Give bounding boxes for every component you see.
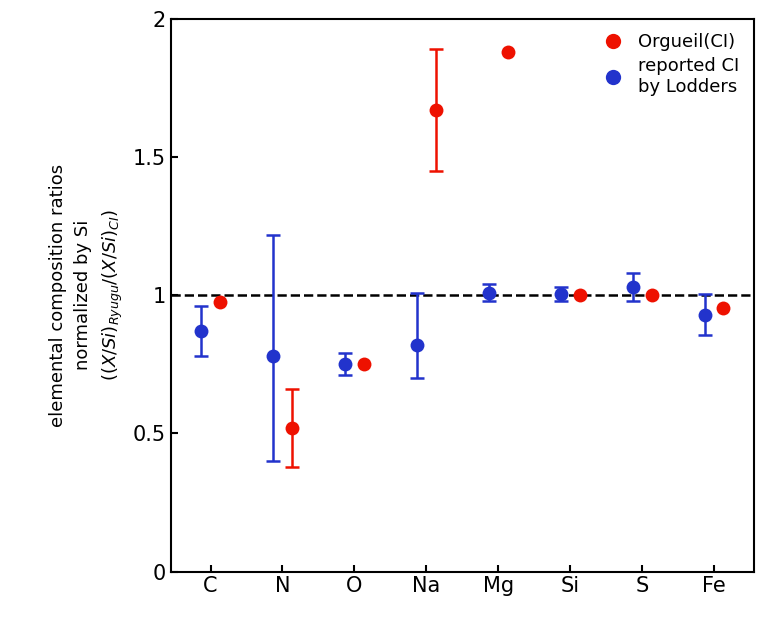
Y-axis label: elemental composition ratios
normalized by Si
$((X/Si)_{Ryugu}/(X/Si)_{CI})$: elemental composition ratios normalized … xyxy=(49,164,124,427)
Legend: Orgueil(CI), reported CI
by Lodders: Orgueil(CI), reported CI by Lodders xyxy=(589,28,744,101)
